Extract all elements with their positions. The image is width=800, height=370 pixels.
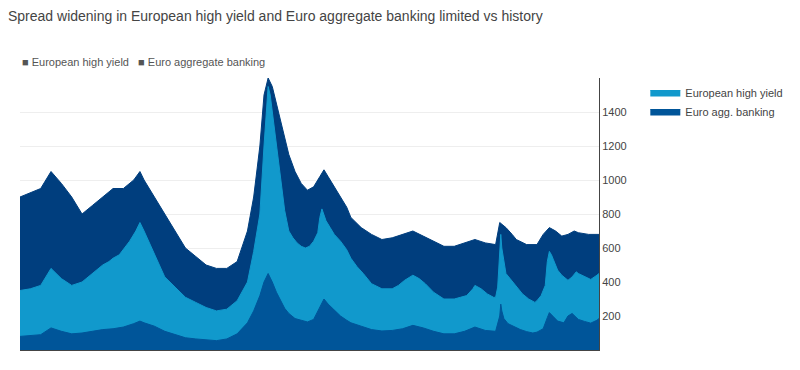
svg-text:200: 200: [602, 310, 620, 322]
svg-text:■ European high yield ■ Euro: ■ European high yield ■ Euro aggregate b…: [22, 56, 265, 68]
svg-text:1000: 1000: [602, 174, 626, 186]
svg-text:Spread widening in European hi: Spread widening in European high yield a…: [8, 8, 543, 24]
svg-text:400: 400: [602, 276, 620, 288]
svg-text:Euro agg. banking: Euro agg. banking: [685, 106, 774, 118]
svg-text:600: 600: [602, 242, 620, 254]
svg-text:European high yield: European high yield: [685, 87, 782, 99]
svg-text:1200: 1200: [602, 140, 626, 152]
svg-text:800: 800: [602, 208, 620, 220]
svg-text:1400: 1400: [602, 106, 626, 118]
